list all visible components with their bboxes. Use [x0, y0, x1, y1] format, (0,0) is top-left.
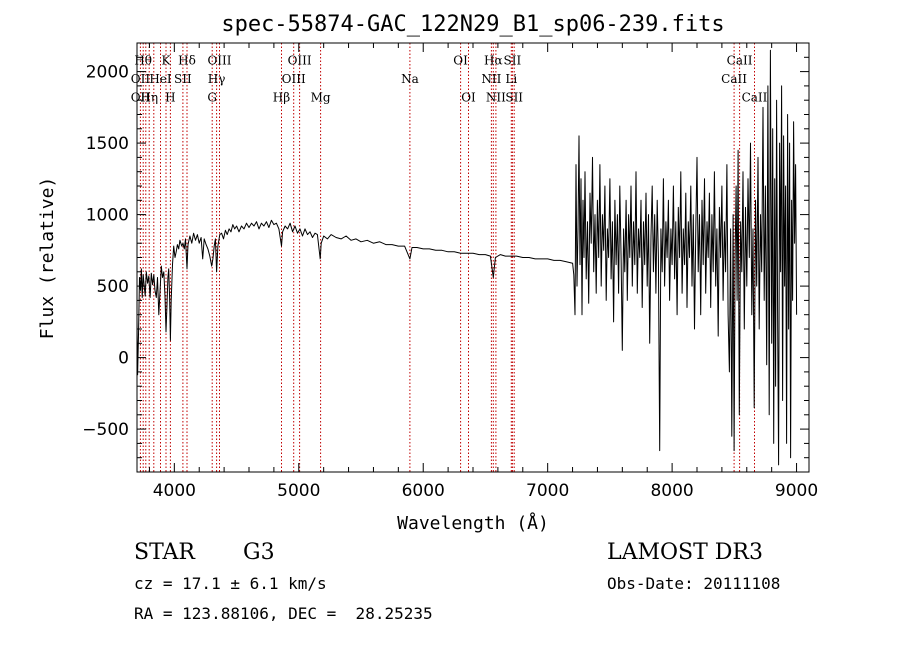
y-tick-label: 500	[97, 277, 129, 297]
y-tick-label: 2000	[86, 63, 129, 83]
line-label-Hη: Hη	[140, 91, 158, 105]
line-label-Li: Li	[505, 72, 517, 86]
line-label-HeI: HeI	[149, 72, 172, 86]
y-axis-label: Flux (relative)	[37, 177, 58, 340]
line-label-Mg: Mg	[311, 91, 331, 105]
line-label-Hγ: Hγ	[208, 72, 226, 86]
line-label-OI: OI	[461, 91, 476, 105]
x-axis-label: Wavelength (Å)	[397, 512, 549, 534]
line-label-SII: SII	[505, 91, 523, 105]
series-layer	[136, 49, 798, 466]
survey-name: LAMOST DR3	[607, 540, 763, 565]
x-tick-label: 7000	[526, 481, 569, 501]
line-label-OI: OI	[453, 54, 468, 68]
coordinates: RA = 123.88106, DEC = 28.25235	[134, 604, 433, 623]
line-label-CaII: CaII	[742, 91, 768, 105]
y-tick-label: 0	[118, 349, 129, 369]
line-label-SII: SII	[174, 72, 192, 86]
object-class: STAR	[134, 540, 195, 565]
line-label-CaII: CaII	[727, 54, 753, 68]
line-label-OII: OII	[131, 91, 151, 105]
line-label-OIII: OIII	[282, 72, 306, 86]
line-label-Hα: Hα	[484, 54, 503, 68]
redshift-velocity: cz = 17.1 ± 6.1 km/s	[134, 574, 327, 593]
line-label-OIII: OIII	[288, 54, 312, 68]
x-tick-label: 4000	[153, 481, 196, 501]
object-subclass: G3	[243, 540, 275, 565]
line-label-NII: NII	[481, 72, 501, 86]
y-tick-label: 1000	[86, 206, 129, 226]
chart-title: spec-55874-GAC_122N29_B1_sp06-239.fits	[221, 12, 724, 37]
line-label-K: K	[162, 54, 172, 68]
line-label-SII: SII	[504, 54, 522, 68]
line-label-Na: Na	[401, 72, 419, 86]
line-label-OIII: OIII	[207, 54, 231, 68]
line-label-G: G	[207, 91, 217, 105]
x-tick-label: 9000	[775, 481, 818, 501]
axis-ticks: 4000 5000 6000 7000 8000 9000 −500 0 500 1000 1500…	[82, 43, 818, 501]
line-label-NII: NII	[486, 91, 506, 105]
line-label-OII: OII	[131, 72, 151, 86]
x-tick-label: 5000	[277, 481, 320, 501]
line-label-Hβ: Hβ	[273, 91, 290, 105]
x-tick-label: 8000	[650, 481, 693, 501]
x-tick-label: 6000	[402, 481, 445, 501]
line-label-CaII: CaII	[721, 72, 747, 86]
series-line-spectrum	[136, 49, 798, 466]
line-label-H: H	[165, 91, 175, 105]
observation-date: Obs-Date: 20111108	[607, 574, 781, 593]
y-tick-label: 1500	[86, 134, 129, 154]
line-label-Hδ: Hδ	[178, 54, 196, 68]
y-tick-label: −500	[82, 420, 129, 440]
